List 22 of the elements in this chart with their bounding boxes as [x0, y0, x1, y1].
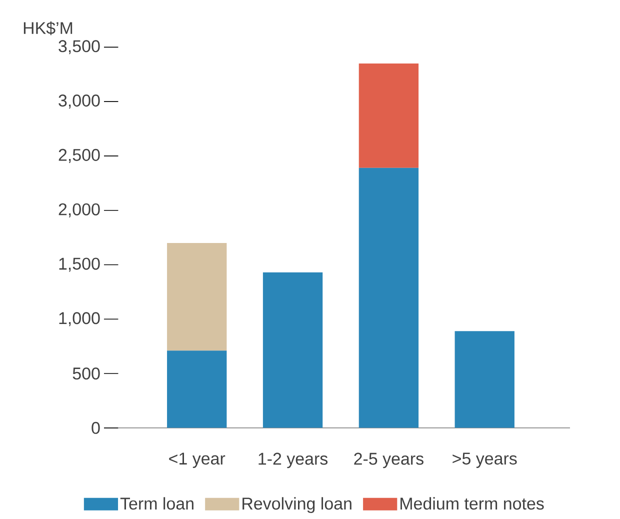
- y-tick-label: 1,500: [59, 258, 100, 272]
- legend-label: Medium term notes: [400, 497, 544, 510]
- bar: [262, 272, 323, 428]
- y-tick-label: 3,500: [58, 40, 100, 54]
- x-tick-label: <1 year: [169, 452, 226, 468]
- y-tick-label: 1,000: [59, 312, 100, 326]
- y-tick-label: 2,000: [58, 203, 100, 218]
- bar: [167, 350, 227, 428]
- bar: [167, 242, 227, 351]
- x-tick-label: >5 years: [452, 452, 517, 468]
- x-tick-label: 1-2 years: [258, 452, 328, 468]
- x-tick-label: 2-5 years: [354, 452, 424, 468]
- y-axis-title: HK$’M: [24, 21, 72, 36]
- y-tick-label: 500: [72, 367, 100, 380]
- y-tick-label: 0: [92, 422, 100, 434]
- legend-label: Revolving loan: [242, 497, 352, 513]
- bar: [454, 331, 514, 428]
- y-tick-label: 3,000: [58, 94, 100, 109]
- legend-label: Term loan: [120, 497, 194, 510]
- bar: [358, 168, 419, 428]
- y-tick-label: 2,500: [58, 148, 100, 163]
- bar: [358, 63, 419, 168]
